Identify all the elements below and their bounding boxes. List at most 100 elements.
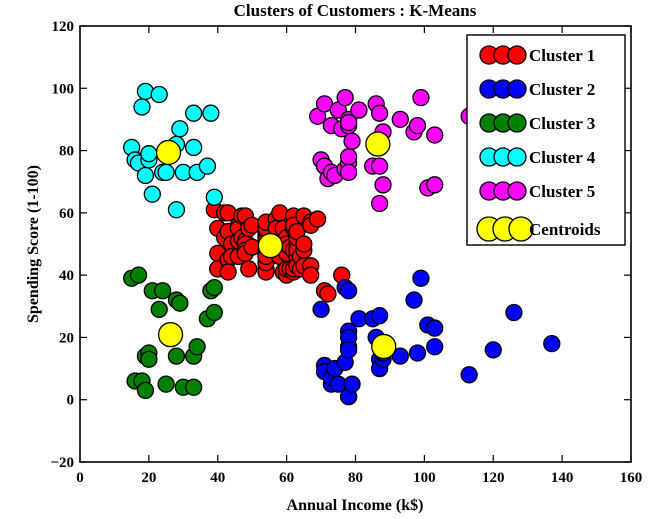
- cluster-1-point: [308, 210, 327, 228]
- cluster-4-point: [171, 120, 189, 138]
- cluster-2-point: [339, 282, 358, 300]
- cluster-2-point: [505, 303, 523, 322]
- y-tick-label: 100: [52, 81, 75, 97]
- data-points: [123, 82, 561, 406]
- y-axis-label: Spending Score (1-100): [25, 165, 42, 323]
- cluster-4-point: [157, 163, 175, 182]
- legend-marker: [507, 113, 527, 133]
- legend-marker: [507, 45, 527, 65]
- x-axis-label: Annual Income (k$): [287, 497, 424, 514]
- y-tick-label: 80: [59, 144, 74, 160]
- x-tick-label: 80: [348, 470, 363, 486]
- cluster-2-point: [405, 291, 423, 309]
- cluster-5-point: [426, 176, 444, 194]
- cluster-2-point: [460, 366, 478, 384]
- cluster-3-point: [205, 278, 223, 297]
- legend-marker: [507, 181, 527, 201]
- legend-label: Centroids: [529, 220, 601, 239]
- legend-marker: [508, 216, 534, 242]
- cluster-5-point: [343, 132, 361, 150]
- cluster-4-point: [133, 98, 151, 116]
- cluster-4-point: [140, 145, 158, 163]
- cluster-4-point: [202, 104, 220, 122]
- x-tick-label: 160: [620, 470, 643, 486]
- legend-label: Cluster 3: [529, 114, 595, 133]
- x-tick-label: 20: [141, 470, 156, 486]
- cluster-5-point: [374, 176, 392, 194]
- x-tick-label: 0: [76, 470, 84, 486]
- legend-item: Cluster 1: [479, 45, 595, 65]
- cluster-3-point: [157, 375, 175, 393]
- legend-item: Cluster 5: [479, 181, 595, 201]
- cluster-3-point: [205, 303, 223, 322]
- cluster-5-point: [339, 113, 358, 132]
- cluster-5-point: [412, 88, 430, 107]
- x-tick-label: 120: [482, 470, 505, 486]
- x-tick-label: 60: [279, 470, 294, 486]
- centroid-point: [155, 139, 182, 166]
- cluster-2-point: [426, 338, 444, 356]
- cluster-1-point: [302, 266, 320, 284]
- cluster-3-point: [188, 338, 206, 356]
- cluster-3-point: [171, 294, 189, 312]
- cluster-1-point: [295, 235, 313, 253]
- x-tick-label: 40: [210, 470, 225, 486]
- legend: Cluster 1 Cluster 2 Cluster 3 Cluster 4 Clus…: [466, 34, 626, 246]
- cluster-2-point: [339, 341, 358, 359]
- y-tick-label: 0: [67, 393, 75, 409]
- cluster-5-point: [350, 101, 368, 119]
- cluster-4-point: [136, 166, 155, 185]
- cluster-3-point: [136, 381, 155, 400]
- cluster-5-point: [339, 163, 358, 182]
- legend-label: Cluster 1: [529, 46, 595, 65]
- cluster-3-point: [167, 347, 186, 365]
- centroid-point: [365, 131, 391, 157]
- cluster-4-point: [198, 157, 217, 175]
- y-tick-label: −20: [50, 455, 74, 471]
- cluster-5-point: [391, 110, 409, 129]
- cluster-4-point: [205, 188, 223, 206]
- cluster-2-point: [408, 344, 427, 362]
- legend-item: Centroids: [476, 216, 601, 242]
- x-tick-label: 100: [413, 470, 436, 486]
- x-tick-label: 140: [551, 470, 574, 486]
- y-tick-label: 120: [52, 19, 75, 35]
- cluster-2-point: [312, 300, 330, 319]
- cluster-2-point: [484, 341, 502, 359]
- legend-label: Cluster 4: [529, 148, 596, 167]
- legend-label: Cluster 5: [529, 182, 595, 201]
- cluster-1-point: [319, 285, 337, 303]
- cluster-1-point: [240, 260, 258, 278]
- centroid-point: [157, 321, 184, 348]
- cluster-3-point: [150, 300, 168, 319]
- cluster-2-point: [426, 319, 444, 337]
- legend-item: Cluster 2: [479, 79, 595, 99]
- chart-title: Clusters of Customers : K-Means: [234, 1, 477, 20]
- cluster-5-point: [336, 88, 354, 107]
- cluster-5-point: [370, 194, 389, 213]
- cluster-4-point: [150, 85, 168, 104]
- centroid-point: [257, 232, 284, 259]
- cluster-2-point: [343, 375, 361, 393]
- cluster-4-point: [167, 201, 186, 219]
- cluster-4-point: [184, 138, 203, 157]
- y-tick-label: 20: [59, 330, 74, 346]
- legend-box: [466, 34, 626, 246]
- cluster-5-point: [426, 126, 444, 144]
- y-tick-label: 60: [59, 206, 74, 222]
- legend-marker: [507, 79, 527, 99]
- centroid-point: [371, 333, 397, 360]
- legend-item: Cluster 4: [479, 147, 596, 167]
- cluster-4-point: [143, 185, 161, 203]
- legend-label: Cluster 2: [529, 80, 595, 99]
- cluster-2-point: [543, 335, 561, 353]
- cluster-2-point: [370, 306, 389, 325]
- legend-item: Cluster 3: [479, 113, 595, 133]
- cluster-2-point: [412, 269, 430, 287]
- legend-marker: [507, 147, 527, 167]
- cluster-5-point: [408, 117, 427, 135]
- cluster-5-point: [370, 157, 389, 175]
- cluster-3-point: [140, 350, 158, 368]
- cluster-5-point: [370, 104, 389, 122]
